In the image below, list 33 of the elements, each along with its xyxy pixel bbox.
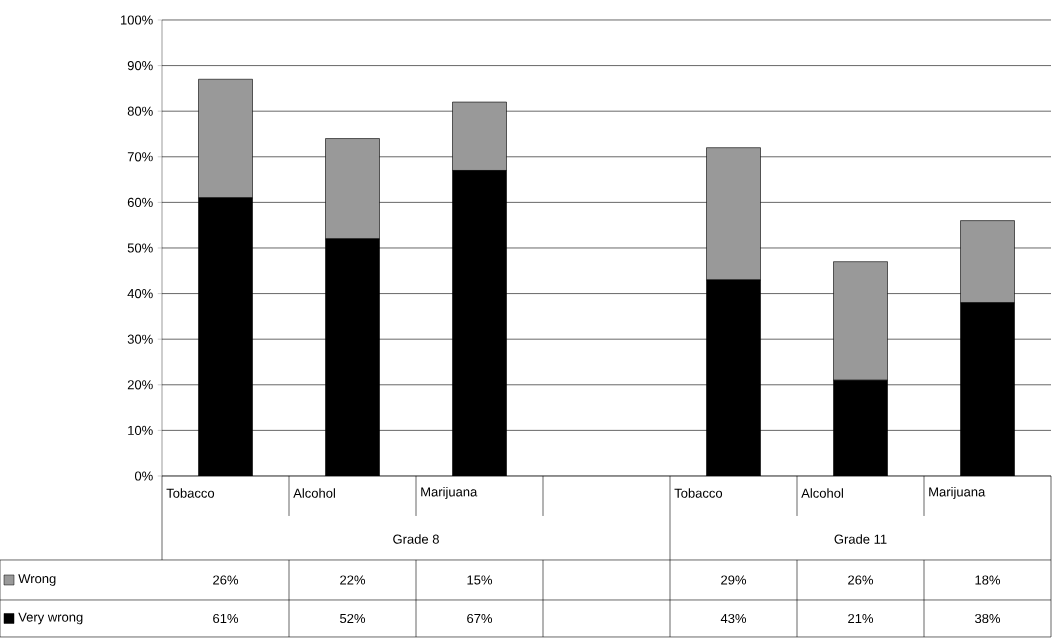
x-tick-label: Tobacco — [166, 488, 215, 498]
x-tick-label: Marijuana — [421, 486, 478, 500]
y-tick-label: 80% — [127, 106, 153, 116]
data-label: 26% — [213, 575, 239, 585]
data-label: 21% — [848, 613, 874, 624]
y-tick-label: 30% — [127, 334, 153, 344]
data-label: 67% — [467, 613, 493, 624]
data-label: 26% — [848, 575, 874, 585]
y-tick-label: 20% — [127, 380, 153, 390]
legend-label: Wrong — [18, 574, 56, 586]
data-label: 29% — [721, 575, 747, 585]
legend-label: Very wrong — [18, 612, 83, 625]
y-tick-label: 0% — [134, 471, 153, 481]
x-tick-label: Tobacco — [674, 488, 723, 498]
text: Grade 8 — [393, 534, 439, 544]
y-tick-label: 60% — [127, 197, 153, 207]
text: Grade 11 — [834, 534, 887, 544]
data-label: 61% — [213, 613, 239, 624]
data-label: 22% — [340, 575, 366, 585]
y-tick-label: 70% — [127, 152, 153, 162]
y-tick-label: 100% — [120, 15, 153, 25]
y-tick-label: 90% — [127, 60, 153, 71]
data-label: 18% — [975, 575, 1001, 585]
data-label: 52% — [340, 613, 366, 624]
y-tick-label: 50% — [127, 243, 153, 253]
y-tick-label: 10% — [128, 425, 153, 435]
data-label: 38% — [974, 613, 1001, 624]
x-tick-label: Alcohol — [801, 488, 843, 498]
data-label: 43% — [720, 613, 747, 624]
y-tick-label: 40% — [127, 288, 153, 299]
data-label: 15% — [467, 575, 493, 585]
x-tick-label: Alcohol — [293, 488, 335, 498]
x-tick-label: Marijuana — [929, 486, 986, 500]
